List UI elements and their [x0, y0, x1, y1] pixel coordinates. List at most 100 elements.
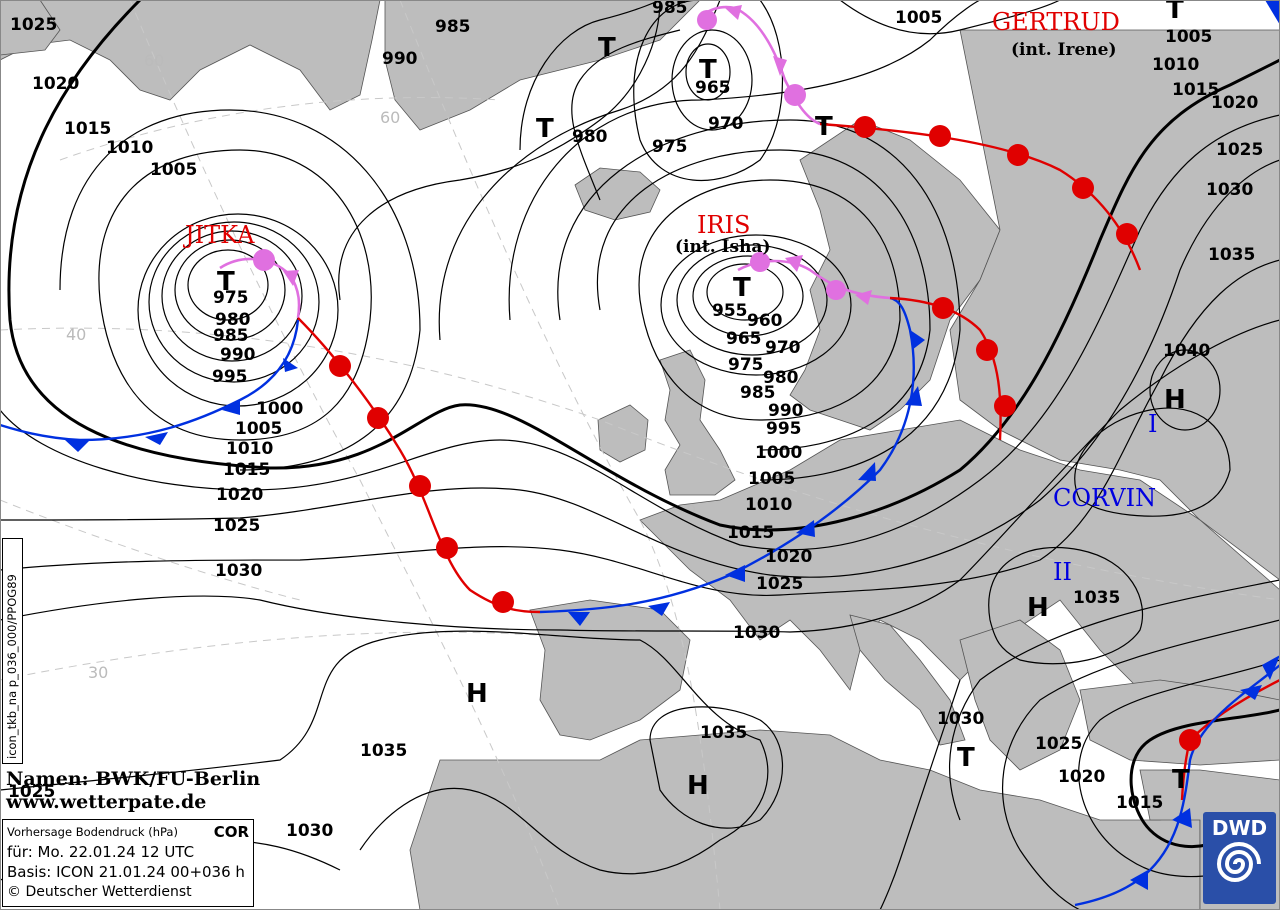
isobar-label: 985: [740, 383, 776, 403]
isobar-label: 970: [708, 114, 744, 134]
isobar-label: 975: [213, 288, 249, 308]
isobar-label: 1025: [756, 574, 803, 594]
land-iceland: [574, 167, 661, 221]
isobar-label: 1015: [727, 523, 774, 543]
low-symbol: T: [815, 112, 833, 142]
isobar-label: 1020: [765, 547, 812, 567]
land-turkey: [1079, 679, 1280, 766]
isobar-label: 1030: [286, 821, 333, 841]
isobar-label: 980: [215, 310, 251, 330]
info-copyright: © Deutscher Wetterdienst: [7, 884, 192, 900]
warm-front-symbols: [329, 116, 1201, 751]
isobar-label: 1040: [1163, 341, 1210, 361]
system-name-corvin: CORVIN: [1053, 484, 1156, 512]
isobar-label: 1035: [700, 723, 747, 743]
high-symbol: H: [687, 771, 709, 801]
system-subname-gertrud: (int. Irene): [1011, 40, 1117, 60]
credit-site: www.wetterpate.de: [5, 791, 206, 813]
isobar-label: 1025: [213, 516, 260, 536]
product-code-box: icon_tkb_na p_036_000/PPOG89: [2, 538, 23, 764]
isobar-label: 960: [747, 311, 783, 331]
cold-front-iris: [539, 296, 915, 614]
isobar-label: 995: [766, 419, 802, 439]
forecast-info-box: Vorhersage Bodendruck (hPa) COR für: Mo.…: [2, 819, 254, 907]
correction-badge: COR: [213, 823, 249, 841]
isobar-label: 1030: [937, 709, 984, 729]
system-names: JITKA IRIS (int. Isha) GERTRUD (int. Ire…: [182, 8, 1157, 586]
land-iberia: [529, 599, 691, 741]
grid-label: 30: [88, 663, 108, 682]
system-subname-iris: (int. Isha): [675, 237, 771, 257]
isobar-label: 1010: [226, 439, 273, 459]
isobar-label: 1030: [733, 623, 780, 643]
isobar-label: 1025: [10, 15, 57, 35]
low-symbol: T: [699, 55, 717, 85]
isobar-label: 965: [695, 78, 731, 98]
isobar-label: 1015: [223, 460, 270, 480]
isobar-label: 1005: [748, 469, 795, 489]
isobar-label: 985: [213, 326, 249, 346]
pressure-centres: T T T T T T T T T H H H H: [217, 0, 1190, 801]
isobar-label: 1035: [1073, 588, 1120, 608]
isobar-label: 1005: [150, 160, 197, 180]
isobar-label: 1025: [1216, 140, 1263, 160]
system-name-iris: IRIS: [697, 211, 750, 239]
system-name-corvin-2: II: [1053, 558, 1072, 586]
isobar-label: 975: [728, 355, 764, 375]
swirl-icon: [1216, 842, 1261, 882]
high-symbol: H: [1164, 385, 1186, 415]
isobar-label: 1025: [1035, 734, 1082, 754]
occlusion-symbols: [253, 5, 872, 305]
isobar-label: 1020: [216, 485, 263, 505]
system-name-jitka: JITKA: [182, 221, 255, 249]
isobar-label: 955: [712, 301, 748, 321]
isobar-label: 985: [652, 0, 688, 18]
isobar-label: 1000: [256, 399, 303, 419]
high-symbol: H: [466, 679, 488, 709]
grid-label: 40: [66, 325, 86, 344]
land-uk: [659, 349, 736, 496]
isobar-label: 1010: [745, 495, 792, 515]
isobar-label: 1035: [1208, 245, 1255, 265]
isobar-label: 1005: [235, 419, 282, 439]
isobar-label: 1020: [32, 74, 79, 94]
occlusion-north: [698, 5, 821, 126]
cold-front-east: [1074, 664, 1280, 907]
low-symbol: T: [536, 114, 554, 144]
isobar-label: 990: [768, 401, 804, 421]
isobar-label: 1010: [1152, 55, 1199, 75]
low-symbol: T: [1172, 765, 1190, 795]
isobar-label: 995: [212, 367, 248, 387]
isobar-label: 1000: [755, 443, 802, 463]
land-svalbard-area: [384, 0, 701, 131]
isobar-label: 1030: [1206, 180, 1253, 200]
land-europe-main: [639, 419, 1280, 701]
isobar-label: 970: [765, 338, 801, 358]
isobar-label: 1015: [1172, 80, 1219, 100]
isobar-label: 1020: [1211, 93, 1258, 113]
low-symbol: T: [598, 33, 616, 63]
info-basis: Basis: ICON 21.01.24 00+036 h: [7, 863, 245, 881]
low-symbol: T: [733, 273, 751, 303]
dwd-logo-text: DWD: [1211, 816, 1268, 840]
cold-front-symbols: [65, 0, 1280, 890]
grid-label: 0: [686, 501, 696, 520]
system-name-gertrud: GERTRUD: [992, 8, 1120, 36]
low-symbol: T: [957, 743, 975, 773]
isobar-label: 990: [220, 345, 256, 365]
high-symbol: H: [1027, 593, 1049, 623]
isobar-label: 1020: [1058, 767, 1105, 787]
isobar-label: 965: [726, 329, 762, 349]
isobar-label: 1025: [8, 782, 55, 802]
isobar-label: 975: [652, 137, 688, 157]
land-ireland: [597, 404, 649, 463]
isobar-label: 1005: [895, 8, 942, 28]
low-symbol: T: [1166, 0, 1184, 25]
isobar-label: 980: [763, 368, 799, 388]
grid-label: 60: [144, 51, 164, 70]
isobar-label: 1015: [64, 119, 111, 139]
info-title: Vorhersage Bodendruck (hPa): [7, 825, 178, 839]
isobar-label: 1030: [215, 561, 262, 581]
